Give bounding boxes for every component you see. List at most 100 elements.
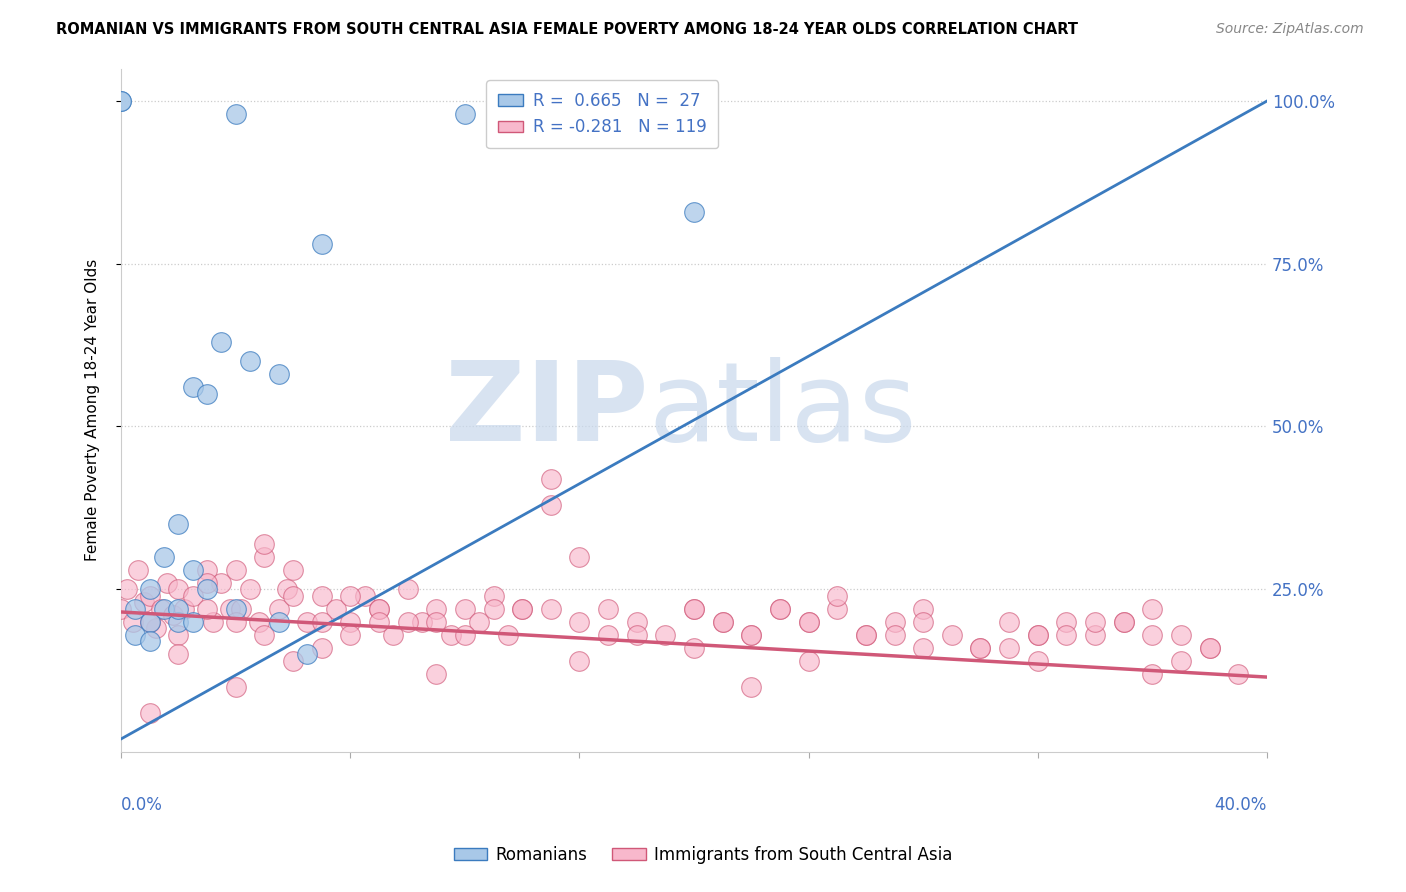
Point xyxy=(225,601,247,615)
Point xyxy=(683,601,706,615)
Point xyxy=(396,582,419,597)
Point xyxy=(425,601,447,615)
Point xyxy=(181,380,204,394)
Point xyxy=(683,640,706,655)
Point xyxy=(253,536,276,550)
Point xyxy=(311,589,333,603)
Point xyxy=(139,615,162,629)
Point xyxy=(454,107,477,121)
Point xyxy=(596,628,619,642)
Point xyxy=(167,517,190,532)
Point xyxy=(912,615,935,629)
Point xyxy=(540,471,562,485)
Point xyxy=(297,615,319,629)
Point xyxy=(209,334,232,349)
Point xyxy=(195,387,218,401)
Point xyxy=(139,634,162,648)
Text: 0.0%: 0.0% xyxy=(121,797,163,814)
Point xyxy=(195,582,218,597)
Point xyxy=(368,615,391,629)
Point xyxy=(912,601,935,615)
Point xyxy=(121,615,143,629)
Point xyxy=(855,628,877,642)
Point xyxy=(167,628,190,642)
Point xyxy=(110,94,132,108)
Point xyxy=(1026,654,1049,668)
Point xyxy=(253,628,276,642)
Point xyxy=(683,204,706,219)
Point xyxy=(139,582,162,597)
Point xyxy=(496,628,519,642)
Point xyxy=(276,582,298,597)
Point xyxy=(454,628,477,642)
Point xyxy=(482,601,505,615)
Point xyxy=(325,601,347,615)
Point xyxy=(153,549,176,564)
Point xyxy=(181,563,204,577)
Point xyxy=(267,615,290,629)
Point xyxy=(368,601,391,615)
Point xyxy=(382,628,405,642)
Point xyxy=(201,615,224,629)
Y-axis label: Female Poverty Among 18-24 Year Olds: Female Poverty Among 18-24 Year Olds xyxy=(86,259,100,561)
Point xyxy=(454,601,477,615)
Point xyxy=(281,563,304,577)
Point xyxy=(115,582,138,597)
Point xyxy=(231,601,253,615)
Point xyxy=(912,640,935,655)
Point xyxy=(439,628,461,642)
Point xyxy=(683,601,706,615)
Point xyxy=(139,589,162,603)
Point xyxy=(181,589,204,603)
Point xyxy=(127,563,149,577)
Point xyxy=(139,706,162,720)
Point xyxy=(1112,615,1135,629)
Point xyxy=(711,615,734,629)
Point xyxy=(969,640,991,655)
Point xyxy=(626,615,648,629)
Point xyxy=(1170,628,1192,642)
Point xyxy=(510,601,533,615)
Point xyxy=(167,648,190,662)
Point xyxy=(167,615,190,629)
Legend: Romanians, Immigrants from South Central Asia: Romanians, Immigrants from South Central… xyxy=(447,839,959,871)
Point xyxy=(297,648,319,662)
Point xyxy=(1142,628,1164,642)
Point xyxy=(181,615,204,629)
Point xyxy=(1084,628,1107,642)
Point xyxy=(568,615,591,629)
Point xyxy=(1026,628,1049,642)
Point xyxy=(596,601,619,615)
Text: ROMANIAN VS IMMIGRANTS FROM SOUTH CENTRAL ASIA FEMALE POVERTY AMONG 18-24 YEAR O: ROMANIAN VS IMMIGRANTS FROM SOUTH CENTRA… xyxy=(56,22,1078,37)
Point xyxy=(225,563,247,577)
Point xyxy=(883,628,905,642)
Point xyxy=(110,601,132,615)
Point xyxy=(540,498,562,512)
Point xyxy=(153,601,176,615)
Point xyxy=(654,628,676,642)
Point xyxy=(411,615,433,629)
Point xyxy=(339,615,361,629)
Point xyxy=(225,680,247,694)
Point xyxy=(239,354,262,368)
Point xyxy=(540,601,562,615)
Point xyxy=(225,107,247,121)
Point xyxy=(339,628,361,642)
Point xyxy=(1198,640,1220,655)
Point xyxy=(568,549,591,564)
Point xyxy=(110,94,132,108)
Point xyxy=(1142,601,1164,615)
Text: 40.0%: 40.0% xyxy=(1215,797,1267,814)
Point xyxy=(883,615,905,629)
Point xyxy=(425,615,447,629)
Point xyxy=(998,640,1021,655)
Point xyxy=(797,654,820,668)
Point xyxy=(797,615,820,629)
Point xyxy=(124,601,146,615)
Point xyxy=(253,549,276,564)
Text: Source: ZipAtlas.com: Source: ZipAtlas.com xyxy=(1216,22,1364,37)
Point xyxy=(1112,615,1135,629)
Point xyxy=(162,608,184,623)
Point xyxy=(941,628,963,642)
Point xyxy=(311,640,333,655)
